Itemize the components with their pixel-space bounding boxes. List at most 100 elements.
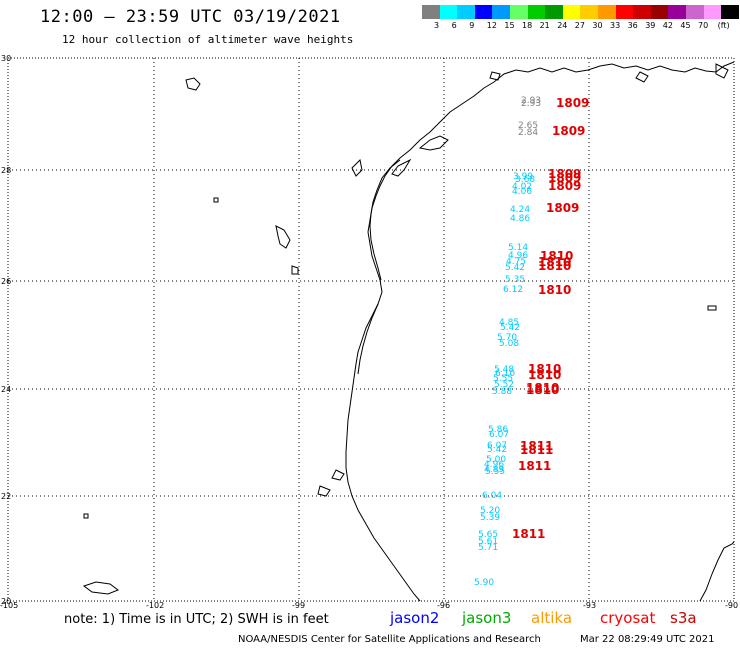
pass-time-label: 1810 <box>528 362 561 376</box>
legend-swatch <box>650 5 669 19</box>
pass-time-label: 1810 <box>538 283 571 297</box>
wave-height-value: 4.96 <box>484 460 504 470</box>
wave-height-value: 5.86 <box>488 425 508 435</box>
wave-height-value: 5.35 <box>505 275 525 285</box>
yucatan-coast <box>699 541 735 602</box>
legend-unit: (ft) <box>717 21 730 30</box>
legend-swatch <box>668 5 686 19</box>
pass-time-label: 1810 <box>540 249 573 263</box>
wave-height-value: 3.99 <box>513 172 533 182</box>
legend-swatch <box>474 5 493 19</box>
pass-time-label: 1809 <box>548 171 581 185</box>
longitude-gridlines <box>153 58 590 601</box>
legend-label: 3 <box>434 21 440 30</box>
legend-swatch <box>509 5 528 19</box>
wave-height-value: 6.12 <box>503 285 523 295</box>
color-legend <box>422 5 739 19</box>
legend-label: 45 <box>680 21 691 30</box>
x-axis-labels: -105 -102 -99 -96 -93 -90 <box>0 601 738 610</box>
footer-note: note: 1) Time is in UTC; 2) SWH is in fe… <box>64 612 329 627</box>
legend-label: 12 <box>486 21 497 30</box>
wave-height-value: 6.04 <box>482 491 502 501</box>
wave-height-value: 5.70 <box>497 333 517 343</box>
inland-lake <box>82 77 717 595</box>
legend-swatch <box>527 5 546 19</box>
pass-time-label: 1809 <box>548 167 581 181</box>
bay-outline <box>351 135 449 177</box>
wave-height-value: 5.42 <box>487 445 507 455</box>
legend-label: 42 <box>662 21 673 30</box>
latitude-gridlines <box>8 169 734 497</box>
wave-height-value: 5.08 <box>499 339 519 349</box>
wave-height-value: 5.20 <box>480 506 500 516</box>
pass-time-label: 1811 <box>518 459 551 473</box>
wave-height-value: 5.42 <box>505 263 525 273</box>
wave-height-value: 5.48 <box>494 365 514 375</box>
y-tick-label: 22 <box>1 492 11 501</box>
pass-time-label: 1811 <box>512 527 545 541</box>
wave-height-value: 5.14 <box>508 243 528 253</box>
wave-height-value: 5.90 <box>474 578 494 588</box>
satellite-name: cryosat <box>600 609 656 627</box>
pass-time-label: 1809 <box>546 201 579 215</box>
credit-line: NOAA/NESDIS Center for Satellite Applica… <box>238 634 541 645</box>
legend-swatch <box>615 5 634 19</box>
legend-label: 39 <box>645 21 656 30</box>
legend-label: 18 <box>522 21 533 30</box>
satellite-name: altika <box>531 609 573 627</box>
legend-swatch <box>685 5 704 19</box>
wave-height-value: 6.10 <box>495 369 515 379</box>
legend-label: 6 <box>451 21 457 30</box>
wave-height-value: 4.02 <box>512 182 532 192</box>
coastline <box>345 61 735 602</box>
legend-label: 24 <box>557 21 568 30</box>
wave-height-observations: 2.932.932.652.843.993.684.024.064.244.86… <box>474 96 541 588</box>
legend-swatch <box>580 5 598 19</box>
map-frame <box>7 57 735 602</box>
wave-height-value: 5.88 <box>492 387 512 397</box>
y-tick-label: 28 <box>1 166 11 175</box>
wave-height-value: 4.85 <box>499 318 519 328</box>
legend-label: 36 <box>627 21 638 30</box>
legend-swatch <box>633 5 651 19</box>
x-tick-label: -105 <box>0 601 18 610</box>
map-subtitle: 12 hour collection of altimeter wave hei… <box>62 33 354 46</box>
wave-height-value: 5.55 <box>485 467 505 477</box>
wave-height-value: 2.65 <box>518 121 538 131</box>
legend-label: 33 <box>610 21 621 30</box>
wave-height-value: 4.24 <box>510 205 530 215</box>
y-tick-label: 24 <box>1 385 11 394</box>
legend-swatch <box>422 5 440 19</box>
pass-time-label: 1809 <box>548 179 581 193</box>
pass-time-label: 1810 <box>528 368 561 382</box>
pass-time-label: 1811 <box>520 443 553 457</box>
wave-height-value: 2.93 <box>521 99 541 109</box>
x-tick-label: -93 <box>583 601 596 610</box>
pass-time-label: 1809 <box>556 96 589 110</box>
pass-time-label: 1811 <box>520 439 553 453</box>
wave-height-value: 5.55 <box>493 374 513 384</box>
legend-swatch <box>439 5 458 19</box>
padre-island <box>357 303 379 375</box>
wave-height-value: 3.68 <box>515 175 535 185</box>
legend-label: 70 <box>698 21 709 30</box>
legend-label: 27 <box>574 21 585 30</box>
y-tick-label: 30 <box>1 54 11 63</box>
wave-height-value: 5.39 <box>480 513 500 523</box>
pass-time-label: 1810 <box>538 255 571 269</box>
satellite-name: jason3 <box>462 609 512 627</box>
pass-time-labels: 1809180918091809180918091810181018101810… <box>512 96 589 541</box>
lake-outlines-east <box>317 63 729 497</box>
wave-height-value: 4.86 <box>510 214 530 224</box>
color-legend-labels: 3 6 9 12 15 18 21 24 27 30 33 36 39 42 45 70 (ft) <box>422 21 740 33</box>
legend-label: 9 <box>469 21 475 30</box>
legend-swatch <box>457 5 475 19</box>
legend-swatch <box>492 5 510 19</box>
wave-height-value: 4.06 <box>512 187 532 197</box>
wave-height-value: 4.96 <box>508 251 528 261</box>
wave-height-value: 2.93 <box>521 96 541 106</box>
legend-label: 21 <box>539 21 550 30</box>
legend-swatch <box>703 5 722 19</box>
legend-swatch <box>597 5 616 19</box>
